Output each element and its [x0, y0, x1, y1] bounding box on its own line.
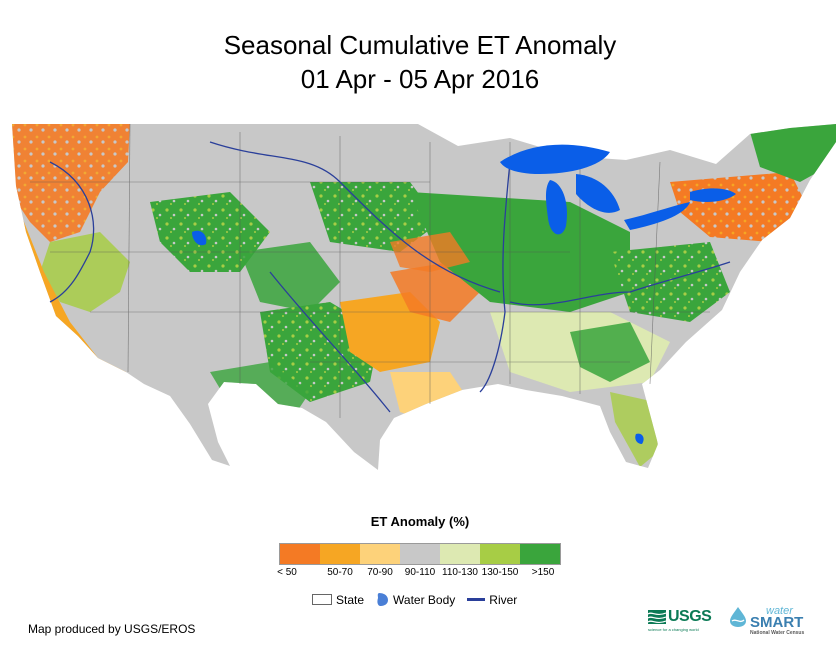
map-credit: Map produced by USGS/EROS [28, 622, 196, 636]
usgs-logo-text: USGS [668, 608, 712, 625]
legend-swatch-70-90 [360, 544, 400, 564]
legend-label-110-130: 110-130 [442, 567, 478, 578]
legend-label-70-90: 70-90 [367, 567, 393, 578]
lake-ontario [690, 188, 736, 202]
legend-swatch-gt150 [520, 544, 560, 564]
water-bodies [192, 144, 736, 444]
lake-huron [576, 174, 620, 213]
lake-michigan [546, 180, 568, 235]
legend-label-gt150: >150 [531, 567, 555, 578]
legend-keys: State Water Body River [312, 592, 529, 607]
legend-key-river-label: River [489, 592, 518, 607]
watersmart-water-text: water [766, 605, 793, 617]
legend-key-water-body: Water Body [376, 592, 455, 607]
legend-label-lt50: < 50 [277, 567, 297, 578]
legend-title: ET Anomaly (%) [370, 514, 470, 529]
anomaly-region-colorado-green [240, 242, 340, 312]
state-boundaries [30, 123, 710, 418]
watersmart-smart-text: SMART [750, 614, 804, 631]
et-anomaly-map [12, 123, 836, 470]
map-date-range: 01 Apr - 05 Apr 2016 [300, 64, 540, 94]
map-title: Seasonal Cumulative ET Anomaly [223, 30, 617, 60]
rivers [49, 141, 731, 413]
lake-okeechobee [635, 433, 644, 444]
watersmart-logo: water SMART National Water Census [728, 606, 804, 636]
legend-label-50-70: 50-70 [327, 567, 353, 578]
water-drop-icon [730, 607, 746, 627]
state-outline-icon [312, 594, 332, 605]
legend-label-90-110: 90-110 [404, 567, 436, 578]
watersmart-subtitle: National Water Census [750, 630, 805, 636]
lake-erie [624, 202, 690, 230]
anomaly-region-appalachian-green [610, 242, 730, 322]
usgs-tagline: science for a changing world [648, 627, 699, 632]
anomaly-region-maine-green [750, 124, 836, 182]
great-salt-lake [192, 230, 207, 246]
usgs-logo: USGS science for a changing world [648, 608, 712, 632]
legend-key-state: State [312, 593, 364, 607]
legend-swatch-110-130 [440, 544, 480, 564]
legend-key-water-body-label: Water Body [393, 592, 456, 607]
anomaly-region-oklahoma-orange [390, 262, 480, 322]
anomaly-region-florida [610, 392, 658, 467]
river-line-icon [467, 598, 486, 601]
legend-swatch-lt50 [280, 544, 320, 564]
legend-swatch-130-150 [480, 544, 520, 564]
legend-color-scale [279, 543, 561, 565]
legend-key-state-label: State [336, 592, 365, 607]
lake-superior [500, 144, 610, 174]
legend-key-river: River [467, 593, 517, 607]
anomaly-region-south-green [570, 322, 650, 382]
legend-swatch-50-70 [320, 544, 360, 564]
legend-swatch-90-110 [400, 544, 440, 564]
water-body-icon [377, 593, 389, 606]
usgs-wave-icon [648, 610, 666, 624]
legend-label-130-150: 130-150 [481, 567, 519, 578]
